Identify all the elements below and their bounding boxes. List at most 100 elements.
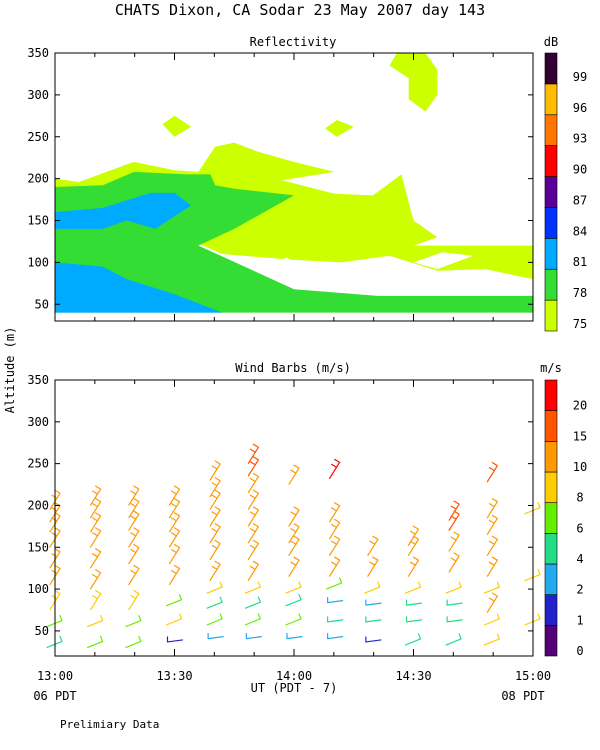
wind-barb — [285, 594, 302, 607]
wind-barb — [446, 616, 463, 623]
reflectivity-ytick-label: 150 — [27, 214, 49, 228]
wind-barb — [168, 512, 181, 533]
wind-colorbar-swatch — [544, 471, 558, 503]
wind-colorbar-label: 10 — [573, 460, 587, 474]
wind-barb — [365, 636, 382, 643]
wind-y-axis: 50 100 150 200 250 300 350 — [27, 373, 533, 638]
reflectivity-colorbar-label: 75 — [573, 317, 587, 331]
x-tick-labels: 13:00 13:30 14:00 14:30 15:00 — [37, 669, 551, 683]
wind-barb — [483, 581, 500, 594]
reflectivity-ytick-label: 250 — [27, 130, 49, 144]
wind-barb — [448, 510, 460, 531]
wind-colorbar-label: 1 — [576, 613, 583, 627]
wind-barb — [207, 633, 224, 640]
reflectivity-colorbar-unit: dB — [544, 35, 558, 49]
wind-barb — [407, 556, 420, 577]
wind-barb — [364, 581, 381, 594]
reflectivity-x-ticks — [54, 53, 534, 321]
reflectivity-region-75 — [413, 252, 474, 270]
wind-barb — [486, 498, 498, 519]
wind-barb — [247, 489, 259, 510]
wind-barb — [365, 616, 382, 623]
wind-barb — [168, 527, 181, 548]
wind-barb — [288, 556, 300, 577]
wind-colorbar-swatch — [544, 410, 558, 442]
wind-colorbar-swatch — [544, 625, 558, 657]
wind-barb — [90, 590, 102, 611]
reflectivity-ytick-label: 350 — [27, 46, 49, 60]
wind-barb — [329, 458, 341, 479]
wind-barb — [90, 527, 102, 548]
wind-colorbar-swatch — [544, 379, 558, 411]
wind-barb — [247, 506, 259, 527]
wind-ytick-label: 300 — [27, 415, 49, 429]
wind-barb — [165, 613, 183, 626]
wind-barb — [288, 535, 300, 556]
wind-barb — [405, 599, 423, 606]
wind-colorbar-label: 8 — [576, 491, 583, 505]
wind-ytick-label: 150 — [27, 540, 49, 554]
wind-barb — [244, 613, 261, 626]
wind-colorbar-label: 20 — [573, 399, 587, 413]
wind-barb — [445, 581, 462, 594]
reflectivity-colorbar-label: 87 — [573, 193, 587, 207]
wind-barb — [327, 633, 344, 640]
wind-ytick-label: 50 — [35, 624, 49, 638]
wind-barb — [483, 613, 500, 626]
wind-barb — [288, 506, 300, 527]
reflectivity-colorbar-label: 96 — [573, 101, 587, 115]
reflectivity-colorbar-swatch — [544, 268, 558, 301]
wind-barb — [90, 485, 102, 506]
reflectivity-colorbar-label: 93 — [573, 132, 587, 146]
wind-barb — [125, 614, 142, 628]
wind-colorbar-label: 15 — [573, 429, 587, 443]
reflectivity-region-75 — [389, 53, 438, 112]
wind-barb — [247, 539, 259, 561]
wind-barb — [404, 581, 422, 594]
time-right-note: 08 PDT — [501, 689, 544, 703]
reflectivity-ytick-label: 200 — [27, 172, 49, 186]
wind-barb — [209, 460, 221, 481]
wind-barb — [247, 523, 259, 544]
wind-barb — [125, 635, 142, 649]
wind-barb — [486, 462, 498, 483]
reflectivity-colorbar-label: 81 — [573, 255, 587, 269]
wind-ytick-label: 200 — [27, 498, 49, 512]
reflectivity-region-75 — [162, 115, 192, 137]
reflectivity-colorbar-swatch — [544, 114, 558, 146]
wind-barb — [448, 531, 460, 552]
wind-barb — [448, 552, 460, 573]
wind-barb — [483, 633, 500, 646]
wind-barb — [128, 498, 140, 519]
wind-barb — [486, 535, 498, 556]
wind-colorbar-swatch — [544, 533, 558, 565]
reflectivity-y-axis: 50 100 150 200 250 300 350 — [27, 46, 533, 311]
wind-barb — [285, 581, 302, 594]
wind-barb — [367, 556, 379, 577]
reflectivity-colorbar-label: 78 — [573, 286, 587, 300]
wind-barb — [206, 596, 223, 609]
reflectivity-ytick-label: 50 — [35, 297, 49, 311]
reflectivity-region-81 — [55, 192, 192, 229]
wind-barb — [326, 577, 343, 590]
wind-ytick-label: 100 — [27, 582, 49, 596]
wind-barb — [247, 443, 259, 464]
wind-barb — [327, 616, 344, 623]
wind-barb — [405, 616, 423, 623]
x-axis-label: UT (PDT - 7) — [251, 681, 338, 695]
wind-barb — [245, 633, 262, 640]
wind-barb — [285, 613, 302, 626]
reflectivity-regions — [55, 53, 533, 313]
wind-barb — [286, 633, 303, 640]
wind-barb — [244, 581, 261, 594]
wind-colorbar-label: 0 — [576, 644, 583, 658]
reflectivity-colorbar-label: 90 — [573, 163, 587, 177]
wind-colorbar: 0 1 2 4 6 8 10 15 20 — [544, 379, 587, 658]
reflectivity-colorbar-label: 84 — [573, 224, 587, 238]
wind-barb — [365, 599, 382, 606]
wind-barb — [168, 498, 181, 519]
wind-barb — [168, 564, 181, 586]
wind-title: Wind Barbs (m/s) — [235, 361, 351, 375]
